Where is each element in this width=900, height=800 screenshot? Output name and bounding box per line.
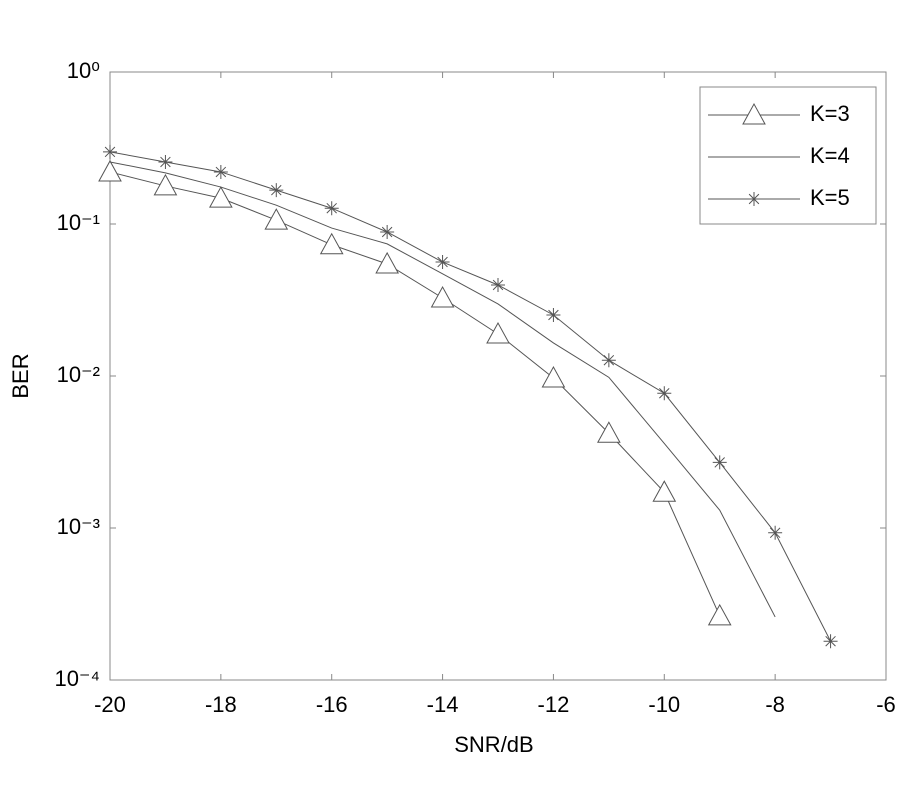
series-line [109, 161, 776, 618]
x-tick-label: -12 [538, 692, 570, 717]
series-line [109, 151, 832, 642]
marker-triangle [486, 321, 510, 344]
marker-star [601, 353, 616, 368]
marker-star [158, 154, 173, 169]
marker-star [324, 201, 339, 216]
legend-label: K=3 [810, 101, 850, 126]
legend-box [699, 86, 877, 225]
marker-star [712, 455, 727, 470]
series-line [109, 171, 721, 617]
x-tick-label: -18 [205, 692, 237, 717]
marker-triangle [375, 251, 399, 274]
marker-triangle [541, 365, 566, 388]
marker-triangle [707, 603, 732, 626]
marker-triangle [597, 421, 621, 443]
y-tick-label: 10⁻⁴ [54, 666, 100, 691]
marker-triangle [742, 102, 766, 125]
y-tick-label: 10⁻¹ [57, 210, 100, 235]
marker-star [269, 183, 284, 198]
marker-star [546, 307, 561, 322]
x-tick-label: -6 [876, 692, 896, 717]
marker-star [823, 634, 838, 649]
marker-star [435, 255, 450, 270]
x-tick-label: -10 [648, 692, 680, 717]
marker-triangle [264, 208, 289, 230]
marker-star [657, 386, 672, 401]
legend-label: K=4 [810, 143, 850, 168]
x-tick-label: -16 [316, 692, 348, 717]
marker-star [491, 277, 505, 292]
x-tick-label: -20 [94, 692, 126, 717]
marker-star [768, 525, 783, 540]
marker-star [380, 224, 395, 239]
marker-triangle [652, 480, 677, 502]
x-axis-label: SNR/dB [454, 732, 533, 757]
marker-triangle [430, 285, 455, 308]
y-axis-label: BER [8, 353, 33, 398]
y-tick-label: 10⁰ [67, 58, 100, 83]
marker-star [103, 144, 117, 159]
y-tick-label: 10⁻³ [57, 514, 100, 539]
marker-star [213, 164, 228, 179]
legend-label: K=5 [810, 185, 850, 210]
marker-triangle [153, 173, 178, 196]
x-tick-label: -8 [765, 692, 785, 717]
y-tick-label: 10⁻² [57, 362, 100, 387]
marker-star [747, 192, 761, 206]
marker-triangle [319, 232, 344, 255]
marker-triangle [98, 159, 122, 182]
marker-triangle [209, 186, 233, 208]
x-tick-label: -14 [427, 692, 459, 717]
